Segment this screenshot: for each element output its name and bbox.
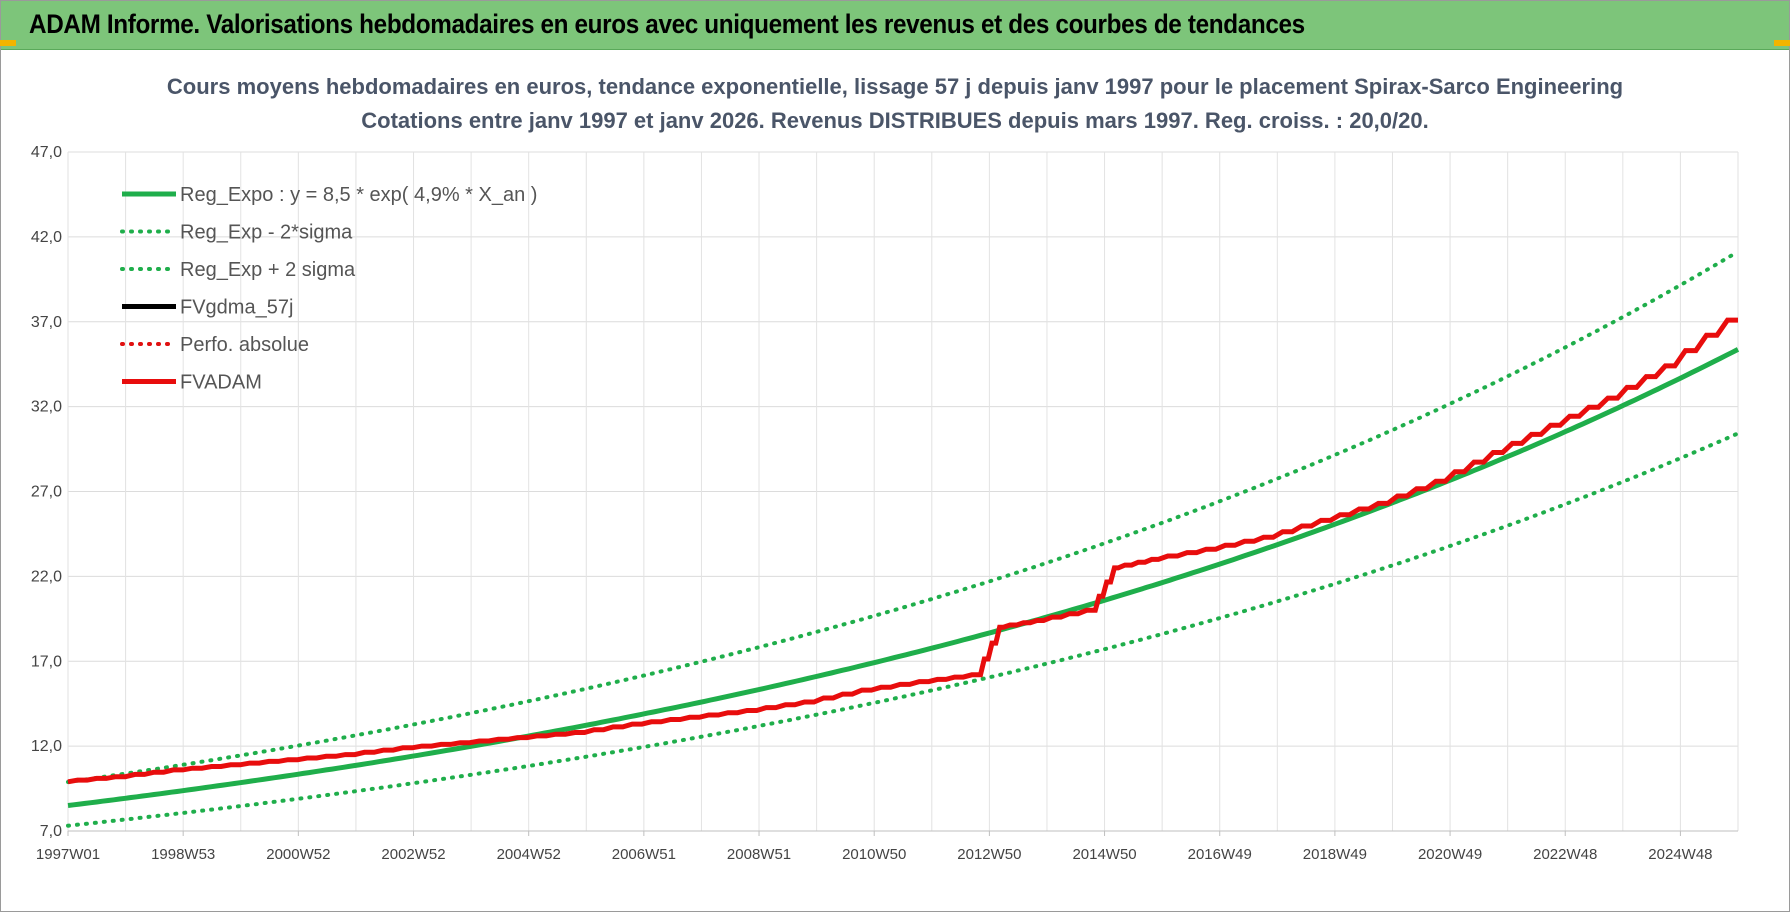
y-tick-label: 22,0 — [31, 568, 62, 585]
series-reg-low-line — [66, 431, 1740, 828]
x-tick-label: 1998W53 — [151, 846, 215, 863]
x-tick-label: 2024W48 — [1648, 846, 1712, 863]
banner-title: ADAM Informe. Valorisations hebdomadaire… — [29, 9, 1305, 39]
y-tick-label: 47,0 — [31, 144, 62, 161]
x-tick-label: 2016W49 — [1188, 846, 1252, 863]
axes: 7,0 12,0 17,0 22,0 27,0 32,0 37,0 42,0 47,0 1997W… — [31, 144, 1738, 863]
x-tick-label: 2014W50 — [1072, 846, 1136, 863]
x-tick-label: 2018W49 — [1303, 846, 1367, 863]
corner-handle-top-right — [1774, 40, 1790, 46]
chart-subtitle: Cotations entre janv 1997 et janv 2026. … — [361, 108, 1429, 133]
y-tick-label: 32,0 — [31, 399, 62, 416]
x-tick-label: 2002W52 — [381, 846, 445, 863]
series-lines — [66, 249, 1740, 828]
chart-title: Cours moyens hebdomadaires en euros, ten… — [166, 74, 1624, 99]
legend-label-reg: Reg_Expo : y = 8,5 * exp( 4,9% * X_an ) — [180, 184, 537, 206]
y-tick-label: 7,0 — [40, 823, 62, 840]
y-tick-label: 17,0 — [31, 653, 62, 670]
y-tick-label: 37,0 — [31, 314, 62, 331]
x-tick-label: 2004W52 — [497, 846, 561, 863]
title-banner: ADAM Informe. Valorisations hebdomadaire… — [1, 1, 1789, 50]
y-tick-label: 27,0 — [31, 484, 62, 501]
x-tick-label: 2010W50 — [842, 846, 906, 863]
legend-label-perfo: Perfo. absolue — [180, 334, 309, 356]
gridlines — [67, 151, 1739, 832]
x-tick-label: 1997W01 — [36, 846, 100, 863]
series-fvgdma-line — [67, 318, 1738, 784]
legend-label-fvadam: FVADAM — [180, 372, 262, 394]
corner-handle-top-left — [0, 40, 16, 46]
y-tick-label: 42,0 — [31, 229, 62, 246]
y-tick-label: 12,0 — [31, 738, 62, 755]
x-tick-label: 2022W48 — [1533, 846, 1597, 863]
legend-label-fvgdma: FVgdma_57j — [180, 297, 293, 319]
x-tick-label: 2008W51 — [727, 846, 791, 863]
legend-label-low: Reg_Exp - 2*sigma — [180, 222, 353, 244]
series-reg-high-line — [66, 249, 1740, 784]
legend: Reg_Expo : y = 8,5 * exp( 4,9% * X_an ) R… — [120, 184, 537, 394]
x-tick-label: 2000W52 — [266, 846, 330, 863]
x-tick-label: 2006W51 — [612, 846, 676, 863]
x-tick-label: 2020W49 — [1418, 846, 1482, 863]
legend-label-high: Reg_Exp + 2 sigma — [180, 259, 356, 281]
x-tick-label: 2012W50 — [957, 846, 1021, 863]
series-fvadam-line — [67, 317, 1738, 785]
series-reg-expo-line — [67, 347, 1740, 808]
